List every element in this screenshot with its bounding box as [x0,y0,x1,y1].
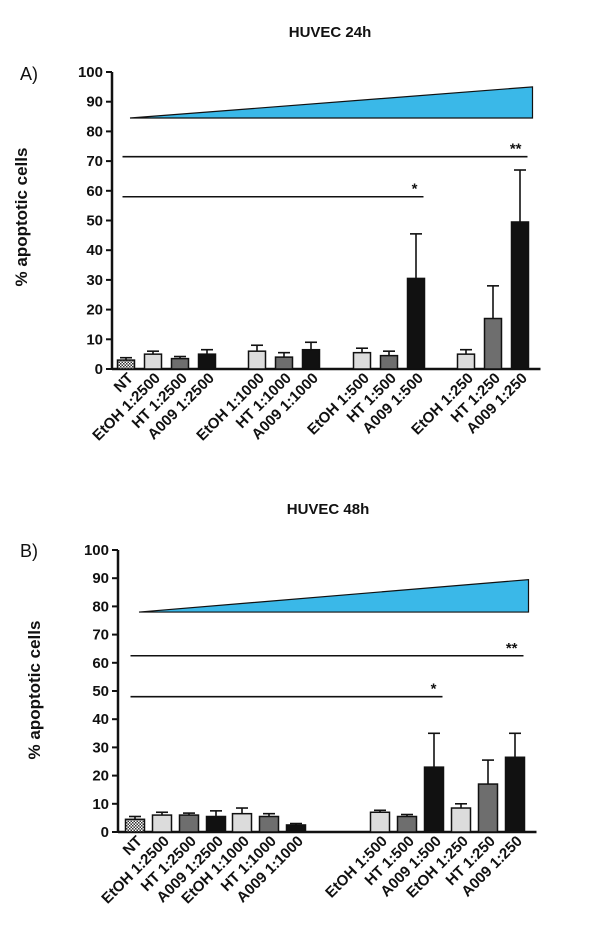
bar [423,766,445,833]
dose-gradient-wedge [129,86,534,119]
panel-a: HUVEC 24h A) % apoptotic cells ***010203… [12,24,541,444]
y-tick-label: 0 [95,361,103,378]
y-axis-label: % apoptotic cells [12,148,31,287]
bar [477,783,499,833]
y-tick-label: 40 [92,711,109,728]
bar [396,815,418,833]
y-tick-label: 30 [86,272,103,289]
bar [143,353,163,370]
bar [504,756,526,833]
chart-title: HUVEC 48h [287,501,370,518]
y-tick-label: 50 [86,213,103,230]
bar [301,348,321,370]
bar [197,353,217,370]
y-tick-label: 50 [92,683,109,700]
bar [151,814,173,833]
chart-title: HUVEC 24h [289,24,372,41]
bar [170,357,190,370]
y-tick-label: 100 [78,64,103,81]
y-axis-label: % apoptotic cells [25,621,44,760]
bar [406,277,426,370]
bar [369,811,391,833]
bar [205,815,227,833]
bar [285,824,307,833]
y-tick-label: 90 [86,94,103,111]
panel-b: HUVEC 48h B) % apoptotic cells ***010203… [20,501,537,907]
y-tick-label: 20 [92,768,109,785]
bar [178,814,200,833]
y-tick-label: 70 [86,153,103,170]
y-tick-label: 100 [84,542,109,559]
significance-label: * [412,181,418,198]
bar [483,317,503,370]
bar [124,818,146,833]
panel-label: B) [20,541,38,561]
significance-label: ** [510,141,522,158]
y-tick-label: 90 [92,570,109,587]
bar [379,354,399,370]
bar [352,351,372,370]
bar [450,807,472,833]
y-tick-label: 0 [101,824,109,841]
y-tick-label: 60 [92,655,109,672]
y-tick-label: 80 [92,598,109,615]
y-tick-label: 30 [92,739,109,756]
bar [258,815,280,833]
bar [116,359,136,370]
significance-label: ** [506,640,518,657]
panel-label: A) [20,64,38,84]
significance-label: * [431,681,437,698]
y-tick-label: 60 [86,183,103,200]
y-tick-label: 40 [86,242,103,259]
bar [510,221,530,370]
y-tick-label: 70 [92,627,109,644]
bar [247,350,267,370]
bar [456,353,476,370]
y-tick-label: 10 [86,331,103,348]
y-tick-label: 20 [86,302,103,319]
dose-gradient-wedge [138,578,530,613]
bar [231,812,253,833]
y-tick-label: 80 [86,123,103,140]
bar [274,356,294,370]
y-tick-label: 10 [92,796,109,813]
